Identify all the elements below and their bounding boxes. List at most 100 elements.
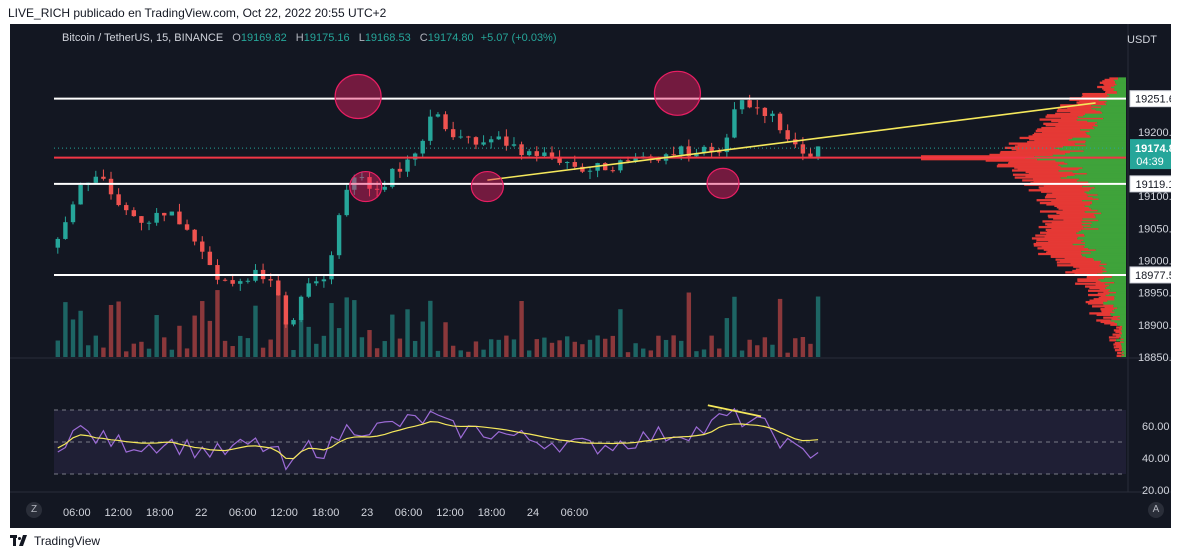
profile-bar-buy — [1092, 257, 1126, 260]
profile-bar-sell — [1039, 187, 1091, 191]
profile-bar-buy — [1083, 114, 1126, 117]
profile-bar-sell — [1111, 317, 1121, 321]
profile-bar-sell — [1095, 281, 1115, 284]
profile-bar-buy — [1106, 262, 1126, 266]
candle-body — [496, 136, 501, 140]
price-tick-label: 18900.00 — [1138, 320, 1171, 332]
profile-bar-sell — [1072, 269, 1107, 273]
candle-body — [770, 113, 775, 116]
candle-body — [549, 152, 555, 157]
profile-bar-buy — [1121, 332, 1126, 335]
time-tick-label: 06:00 — [229, 507, 257, 519]
candle-body — [564, 162, 570, 164]
volume-bar — [86, 345, 91, 357]
profile-bar-sell — [1056, 109, 1101, 113]
volume-bar — [200, 301, 205, 357]
profile-bar-buy — [1115, 80, 1126, 83]
profile-bar-buy — [1082, 217, 1126, 220]
volume-bar — [785, 352, 790, 357]
profile-bar-sell — [1070, 111, 1103, 114]
profile-bar-buy — [1086, 132, 1126, 135]
candle-body — [679, 146, 684, 155]
profile-bar-sell — [1033, 244, 1086, 247]
candle-body — [192, 229, 197, 242]
profile-bar-sell — [1025, 175, 1068, 178]
profile-bar-sell — [1089, 286, 1106, 290]
candle-body — [124, 205, 129, 211]
profile-bar-buy — [1114, 320, 1126, 324]
profile-bar-buy — [1103, 302, 1126, 305]
level-price-label: 19119.17 — [1135, 179, 1171, 191]
profile-bar-sell — [1063, 218, 1099, 222]
profile-bar-buy — [1052, 153, 1126, 157]
profile-bar-sell — [1048, 216, 1096, 219]
profile-bar-sell — [1115, 330, 1122, 333]
profile-bar-buy — [1058, 169, 1126, 172]
volume-bar — [770, 344, 775, 357]
profile-bar-buy — [1095, 216, 1126, 219]
auto-scale-button[interactable]: A — [1148, 502, 1164, 518]
profile-bar-sell — [1116, 334, 1122, 338]
profile-bar-sell — [1041, 245, 1084, 249]
volume-bar — [420, 321, 425, 357]
profile-bar-buy — [1087, 194, 1126, 198]
profile-bar-buy — [1076, 179, 1126, 182]
profile-bar-buy — [1063, 145, 1126, 148]
profile-bar-sell — [1042, 220, 1082, 223]
profile-bar-buy — [1114, 87, 1126, 90]
profile-bar-sell — [1046, 233, 1085, 236]
profile-bar-buy — [1082, 166, 1126, 169]
chart-canvas[interactable]: 19251.6219119.1718977.5819174.8004:39192… — [10, 24, 1171, 528]
chart-frame[interactable]: 19251.6219119.1718977.5819174.8004:39192… — [10, 24, 1171, 528]
volume-bar — [291, 350, 296, 357]
time-tick-label: 23 — [361, 507, 373, 519]
profile-bar-sell — [1112, 315, 1121, 318]
profile-bar-sell — [1079, 100, 1107, 103]
volume-bar — [405, 309, 410, 357]
rsi-tick-label: 40.00 — [1142, 453, 1170, 465]
volume-bar — [108, 304, 114, 357]
profile-bar-buy — [1104, 276, 1126, 280]
volume-bar — [534, 339, 539, 357]
profile-bar-buy — [1123, 340, 1126, 343]
profile-bar-sell — [1055, 125, 1093, 128]
profile-bar-buy — [1059, 148, 1126, 151]
time-tick-label: 18:00 — [146, 507, 174, 519]
profile-bar-sell — [1037, 128, 1081, 131]
profile-bar-buy — [1106, 100, 1126, 103]
candle-body — [732, 109, 737, 138]
profile-bar-buy — [1076, 118, 1126, 121]
close-label: C — [419, 32, 428, 44]
profile-bar-buy — [1067, 162, 1126, 165]
profile-bar-sell — [1046, 114, 1084, 117]
volume-bar — [564, 336, 570, 357]
profile-bar-buy — [1105, 266, 1126, 270]
profile-bar-sell — [1121, 353, 1125, 356]
profile-bar-buy — [1124, 353, 1126, 356]
profile-bar-sell — [1116, 354, 1122, 358]
profile-bar-buy — [1116, 291, 1126, 294]
profile-bar-sell — [1000, 150, 1071, 154]
candle-body — [184, 224, 190, 230]
price-tick-label: 19000.00 — [1138, 256, 1171, 268]
profile-bar-buy — [1122, 327, 1126, 331]
profile-bar-sell — [1045, 228, 1082, 232]
brand-name: TradingView — [34, 534, 101, 548]
profile-bar-buy — [1100, 105, 1126, 108]
log-scale-button[interactable]: Z — [26, 502, 42, 518]
candle-body — [572, 162, 577, 167]
candle-body — [815, 146, 821, 157]
profile-bar-buy — [1112, 309, 1126, 312]
volume-bar — [610, 335, 616, 357]
profile-bar-sell — [1022, 179, 1077, 182]
profile-bar-sell — [1074, 272, 1098, 275]
profile-bar-buy — [1085, 131, 1126, 134]
price-tick-label: 19050.00 — [1138, 223, 1171, 235]
profile-bar-buy — [1108, 289, 1126, 292]
profile-bar-buy — [1109, 94, 1126, 97]
profile-bar-sell — [1019, 136, 1073, 140]
candle-body — [359, 177, 365, 179]
profile-bar-buy — [1089, 189, 1126, 192]
profile-bar-sell — [1011, 148, 1060, 151]
rsi-divergence-line — [707, 404, 762, 418]
